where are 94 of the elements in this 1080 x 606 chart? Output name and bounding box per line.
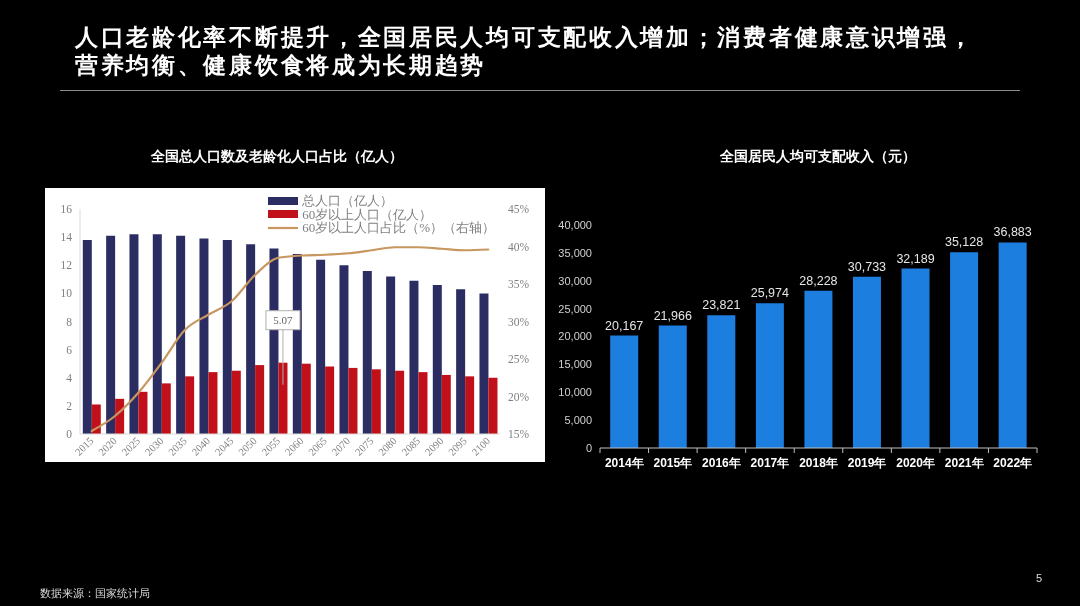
chart-title: 全国总人口数及老龄化人口占比（亿人） bbox=[150, 148, 404, 166]
data-label: 28,228 bbox=[799, 273, 838, 288]
bar bbox=[362, 270, 372, 434]
bar bbox=[185, 376, 195, 434]
data-label: 36,883 bbox=[993, 225, 1032, 240]
bar bbox=[176, 235, 186, 434]
bar bbox=[82, 239, 92, 434]
bar bbox=[386, 276, 396, 434]
y-tick-label: 2 bbox=[66, 399, 73, 412]
bar bbox=[707, 315, 736, 448]
bar bbox=[418, 372, 428, 434]
y-tick-label: 6 bbox=[66, 343, 73, 356]
bar bbox=[852, 276, 881, 448]
x-tick-label: 2017年 bbox=[750, 455, 790, 470]
y-tick-label: 25,000 bbox=[558, 302, 592, 315]
bar bbox=[152, 234, 162, 434]
bar bbox=[106, 235, 116, 434]
y2-tick-label: 30% bbox=[508, 315, 530, 328]
y-tick-label: 40,000 bbox=[558, 218, 592, 231]
bar bbox=[371, 369, 381, 434]
bar bbox=[91, 404, 101, 434]
y2-tick-label: 15% bbox=[508, 428, 530, 441]
y-tick-label: 35,000 bbox=[558, 246, 592, 259]
bar bbox=[441, 374, 451, 434]
x-tick-label: 2020年 bbox=[896, 455, 935, 470]
data-label: 21,966 bbox=[653, 308, 692, 323]
bar bbox=[199, 238, 209, 434]
text: 人口老龄化率不断提升，全国居民人均可支配收入增加；消费者健康意识增强，营养均衡、健康饮食将成为长期趋势 bbox=[75, 23, 976, 79]
data-label: 20,167 bbox=[605, 318, 644, 333]
bar bbox=[998, 242, 1027, 448]
bar bbox=[432, 284, 442, 434]
data-label: 32,189 bbox=[896, 251, 935, 266]
source-note: 数据来源：国家统计局 bbox=[40, 586, 150, 601]
y-tick-label: 16 bbox=[60, 203, 73, 216]
data-label: 30,733 bbox=[847, 259, 887, 274]
y-tick-label: 30,000 bbox=[558, 274, 592, 287]
chart-title: 全国居民人均可支配收入（元） bbox=[718, 148, 917, 166]
y-tick-label: 10 bbox=[60, 287, 73, 300]
data-label: 5.07 bbox=[273, 314, 294, 327]
y-tick-label: 0 bbox=[66, 428, 73, 441]
bar bbox=[755, 303, 784, 448]
bar bbox=[161, 383, 171, 434]
x-tick-label: 2018年 bbox=[799, 455, 838, 470]
bar bbox=[479, 293, 489, 434]
y-tick-label: 0 bbox=[585, 441, 592, 454]
data-label: 25,974 bbox=[750, 286, 790, 301]
bar bbox=[804, 290, 833, 448]
bar bbox=[901, 268, 930, 448]
bar bbox=[395, 370, 405, 434]
y-tick-label: 4 bbox=[66, 371, 73, 384]
x-tick-label: 2014年 bbox=[604, 455, 644, 470]
bar bbox=[208, 372, 218, 434]
legend-label: 60岁以上人口占比（%）（右轴） bbox=[302, 220, 495, 235]
bar bbox=[950, 252, 979, 448]
bar bbox=[255, 365, 265, 434]
bar bbox=[231, 370, 241, 434]
bar bbox=[129, 234, 139, 434]
bar bbox=[488, 377, 498, 434]
bar bbox=[278, 362, 288, 434]
y2-tick-label: 45% bbox=[508, 203, 530, 216]
bar bbox=[339, 265, 349, 434]
bar bbox=[222, 239, 232, 434]
y-tick-label: 14 bbox=[60, 231, 73, 244]
bar bbox=[465, 376, 475, 434]
bar bbox=[316, 259, 326, 434]
line-series bbox=[90, 246, 490, 433]
bar bbox=[348, 367, 358, 434]
y2-tick-label: 20% bbox=[508, 390, 530, 403]
text: 5 bbox=[1036, 572, 1043, 584]
legend-label: 总人口（亿人） bbox=[302, 193, 394, 208]
data-label: 35,128 bbox=[944, 235, 984, 250]
y2-tick-label: 35% bbox=[508, 278, 530, 291]
bar bbox=[610, 335, 639, 448]
x-tick-label: 2016年 bbox=[702, 455, 741, 470]
y-tick-label: 10,000 bbox=[558, 386, 592, 399]
y-tick-label: 15,000 bbox=[558, 358, 592, 371]
bar bbox=[301, 363, 311, 434]
bar bbox=[658, 325, 687, 448]
y-tick-label: 5,000 bbox=[564, 414, 592, 427]
x-tick-label: 2019年 bbox=[847, 455, 887, 470]
x-tick-label: 2021年 bbox=[944, 455, 984, 470]
y2-tick-label: 40% bbox=[508, 240, 530, 253]
data-label: 23,821 bbox=[702, 298, 741, 313]
bar bbox=[325, 366, 335, 434]
y-tick-label: 12 bbox=[60, 259, 73, 272]
y-tick-label: 20,000 bbox=[558, 330, 592, 343]
y-tick-label: 8 bbox=[66, 315, 73, 328]
bar bbox=[456, 289, 466, 434]
x-tick-label: 2015年 bbox=[653, 455, 693, 470]
bar bbox=[138, 391, 148, 434]
x-tick-label: 2022年 bbox=[993, 455, 1033, 470]
bar bbox=[409, 280, 419, 434]
bar bbox=[246, 244, 256, 434]
y2-tick-label: 25% bbox=[508, 353, 530, 366]
